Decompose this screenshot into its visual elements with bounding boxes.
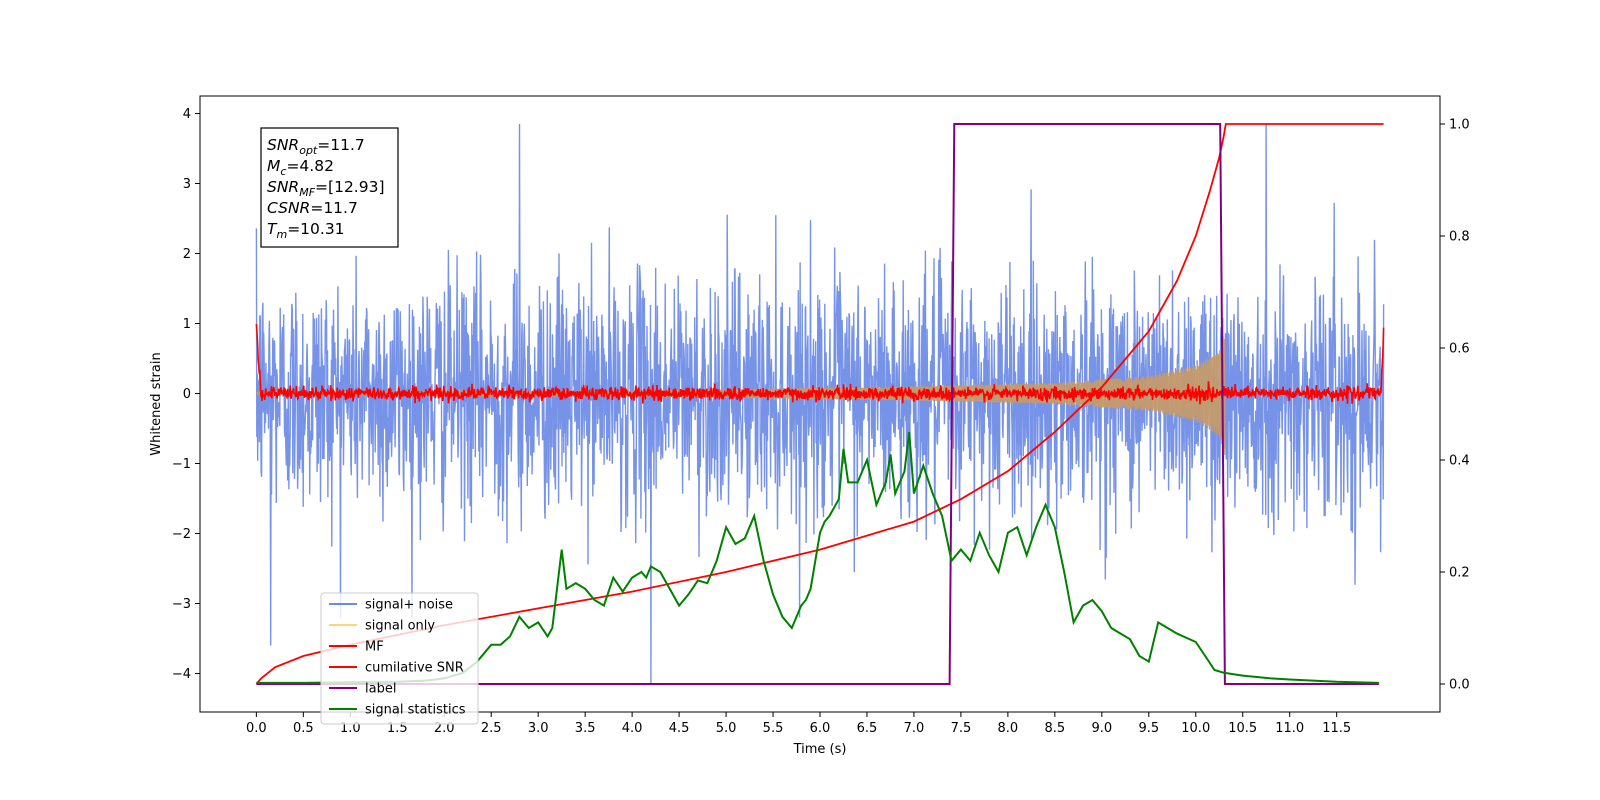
legend-entry-label: label bbox=[365, 682, 396, 697]
legend: signal+ noise signal only MF cumilative SNR… bbox=[320, 592, 479, 725]
info-symbol: SNR bbox=[267, 136, 299, 154]
x-tick-label: 8.0 bbox=[998, 721, 1019, 736]
x-tick-label: 11.0 bbox=[1275, 721, 1304, 736]
y2-tick-label: 0.4 bbox=[1449, 454, 1470, 469]
info-line: Tm=10.31 bbox=[267, 220, 345, 241]
series-mf-line bbox=[255, 323, 1385, 405]
legend-entry-label: signal+ noise bbox=[365, 598, 453, 613]
info-line: CSNR=11.7 bbox=[267, 199, 358, 217]
y-axis-left: −4 −3 −2 −1 0 1 2 3 4 bbox=[172, 107, 200, 682]
series-label-line bbox=[256, 123, 1379, 685]
info-value: =4.82 bbox=[286, 157, 334, 175]
legend-entry-label: cumilative SNR bbox=[365, 661, 464, 676]
y-tick-label: 0 bbox=[183, 387, 191, 402]
x-tick-label: 6.5 bbox=[857, 721, 878, 736]
info-line: SNRopt=11.7 bbox=[267, 136, 365, 157]
x-tick-label: 9.5 bbox=[1138, 721, 1159, 736]
y-tick-label: 4 bbox=[183, 107, 191, 122]
x-tick-label: 8.5 bbox=[1045, 721, 1066, 736]
x-tick-label: 4.0 bbox=[622, 721, 643, 736]
info-subscript: m bbox=[276, 228, 287, 241]
x-tick-label: 11.5 bbox=[1322, 721, 1351, 736]
x-tick-label: 5.5 bbox=[763, 721, 784, 736]
x-tick-label: 2.5 bbox=[481, 721, 502, 736]
y2-tick-label: 0.6 bbox=[1449, 342, 1470, 357]
x-tick-label: 4.5 bbox=[669, 721, 690, 736]
y-tick-label: −2 bbox=[172, 527, 191, 542]
info-value: =[12.93] bbox=[315, 178, 384, 196]
y2-tick-label: 0.0 bbox=[1449, 678, 1470, 693]
x-tick-label: 10.5 bbox=[1228, 721, 1257, 736]
info-line: SNRMF=[12.93] bbox=[267, 178, 385, 199]
x-tick-label: 7.5 bbox=[951, 721, 972, 736]
y-tick-label: −4 bbox=[172, 667, 191, 682]
x-tick-label: 3.0 bbox=[528, 721, 549, 736]
x-tick-label: 10.0 bbox=[1181, 721, 1210, 736]
legend-entry-label: signal statistics bbox=[365, 703, 466, 718]
x-tick-label: 5.0 bbox=[716, 721, 737, 736]
info-symbol: SNR bbox=[267, 178, 299, 196]
info-value: =10.31 bbox=[287, 220, 344, 238]
x-tick-label: 0.5 bbox=[293, 721, 314, 736]
x-tick-label: 1.0 bbox=[340, 721, 361, 736]
y2-tick-label: 0.8 bbox=[1449, 230, 1470, 245]
legend-entry-label: signal only bbox=[365, 619, 435, 634]
y-axis-label: Whitened strain bbox=[149, 352, 164, 455]
legend-frame bbox=[320, 592, 479, 725]
info-box: SNRopt=11.7Mc=4.82SNRMF=[12.93]CSNR=11.7… bbox=[260, 127, 399, 248]
y-tick-label: −1 bbox=[172, 457, 191, 472]
info-subscript: MF bbox=[299, 186, 315, 199]
info-subscript: c bbox=[280, 165, 286, 178]
legend-entry-label: MF bbox=[365, 640, 384, 655]
y-axis-right: 0.0 0.2 0.4 0.6 0.8 1.0 bbox=[1440, 118, 1470, 693]
x-axis: 0.0 0.5 1.0 1.5 2.0 2.5 3.0 3.5 4.0 4.5 5.0 5.5 6.0 6… bbox=[246, 712, 1351, 736]
y-tick-label: −3 bbox=[172, 597, 191, 612]
x-tick-label: 1.5 bbox=[387, 721, 408, 736]
info-symbol: M bbox=[267, 157, 280, 175]
x-tick-label: 7.0 bbox=[904, 721, 925, 736]
x-tick-label: 3.5 bbox=[575, 721, 596, 736]
x-tick-label: 0.0 bbox=[246, 721, 267, 736]
y-tick-label: 1 bbox=[183, 317, 191, 332]
x-tick-label: 2.0 bbox=[434, 721, 455, 736]
y2-tick-label: 1.0 bbox=[1449, 118, 1470, 133]
y-tick-label: 3 bbox=[183, 177, 191, 192]
y2-tick-label: 0.2 bbox=[1449, 566, 1470, 581]
y-tick-label: 2 bbox=[183, 247, 191, 262]
x-axis-label: Time (s) bbox=[793, 742, 847, 757]
info-line: Mc=4.82 bbox=[267, 157, 334, 178]
info-subscript: opt bbox=[299, 144, 318, 157]
x-tick-label: 6.0 bbox=[810, 721, 831, 736]
x-tick-label: 9.0 bbox=[1091, 721, 1112, 736]
info-symbol: CSNR bbox=[267, 199, 310, 217]
info-value: =11.7 bbox=[317, 136, 365, 154]
info-symbol: T bbox=[267, 220, 278, 238]
info-value: =11.7 bbox=[310, 199, 358, 217]
info-box-frame bbox=[260, 127, 399, 248]
series-signal-statistics-line bbox=[256, 431, 1379, 684]
